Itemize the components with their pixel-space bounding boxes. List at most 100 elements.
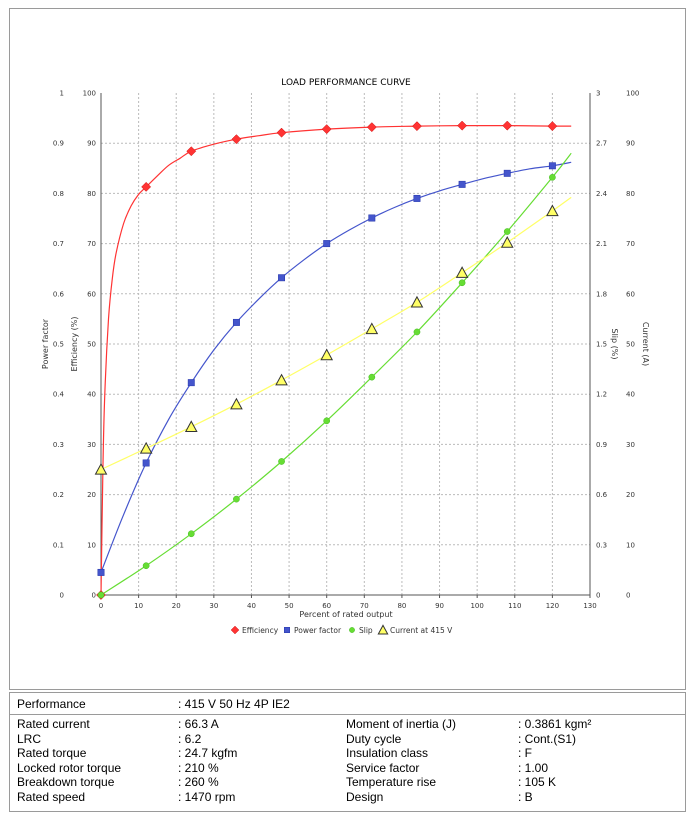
efficiency-point bbox=[186, 146, 197, 157]
slip-tick-label: 3 bbox=[596, 90, 600, 98]
efficiency-axis-label: Efficiency (%) bbox=[70, 317, 79, 372]
slip-point bbox=[278, 458, 285, 465]
efficiency-point bbox=[366, 122, 377, 133]
power-factor-tick-label: 0.1 bbox=[53, 541, 64, 549]
slip-point bbox=[368, 373, 376, 381]
slip-tick-label: 0.3 bbox=[596, 541, 607, 549]
current-at-415-v-point bbox=[455, 266, 469, 278]
current-tick-label: 60 bbox=[626, 290, 635, 298]
power-factor-tick-label: 0.6 bbox=[53, 290, 65, 298]
power-factor-axis-label: Power factor bbox=[41, 318, 50, 369]
spec-label: Locked rotor torque bbox=[17, 761, 122, 775]
slip-point bbox=[413, 328, 421, 336]
slip-tick-label: 0.9 bbox=[596, 441, 607, 449]
spec-value: : F bbox=[518, 746, 532, 760]
spec-label: Design bbox=[346, 790, 384, 804]
current-at-415-v-point bbox=[184, 420, 198, 433]
load-performance-chart: LOAD PERFORMANCE CURVE 0 10 20 30 40 50 60 70 80… bbox=[41, 78, 650, 635]
efficiency-tick-label: 90 bbox=[87, 140, 96, 148]
efficiency-legend-marker bbox=[230, 625, 240, 635]
power-factor-tick-label: 0 bbox=[60, 592, 64, 600]
power-factor-point bbox=[142, 459, 150, 467]
current-at-415-v-point bbox=[94, 462, 108, 475]
x-tick-label: 70 bbox=[360, 602, 369, 610]
spec-label: Breakdown torque bbox=[17, 775, 115, 789]
spec-value: : Cont.(S1) bbox=[518, 732, 577, 746]
current-tick-label: 10 bbox=[626, 541, 635, 549]
spec-table: Performance : 415 V 50 Hz 4P IE2 Rated c… bbox=[9, 692, 686, 812]
x-tick-label: 10 bbox=[134, 602, 143, 610]
current-tick-label: 80 bbox=[626, 190, 635, 198]
slip-point bbox=[458, 279, 466, 287]
axes: 0 10 20 30 40 50 60 70 80 90 100 110 120 13000.10.20.… bbox=[53, 90, 640, 611]
slip-point bbox=[503, 228, 511, 235]
efficiency-point bbox=[231, 134, 242, 145]
efficiency-tick-label: 50 bbox=[87, 341, 96, 349]
efficiency-tick-label: 0 bbox=[92, 592, 96, 600]
performance-value: : 415 V 50 Hz 4P IE2 bbox=[178, 697, 290, 711]
spec-label: Duty cycle bbox=[346, 732, 402, 746]
x-tick-label: 110 bbox=[508, 602, 521, 610]
x-tick-label: 90 bbox=[435, 602, 444, 610]
spec-label: Moment of inertia (J) bbox=[346, 717, 457, 731]
efficiency-point bbox=[412, 121, 422, 132]
power-factor-point bbox=[232, 318, 240, 326]
slip-tick-label: 0.6 bbox=[596, 491, 608, 499]
slip-legend-marker bbox=[349, 627, 355, 633]
efficiency-point bbox=[141, 181, 152, 192]
power-factor-point bbox=[413, 194, 421, 202]
power-factor-point bbox=[187, 379, 195, 387]
performance-row: Performance : 415 V 50 Hz 4P IE2 bbox=[10, 697, 685, 713]
slip-point bbox=[187, 530, 195, 538]
spec-value: : 105 K bbox=[518, 775, 557, 789]
spec-divider bbox=[10, 714, 685, 715]
power-factor-tick-label: 1 bbox=[60, 90, 64, 98]
performance-label: Performance bbox=[17, 697, 86, 711]
efficiency-point bbox=[502, 120, 513, 131]
slip-legend-label: Slip bbox=[359, 626, 373, 635]
current-tick-label: 90 bbox=[626, 140, 635, 148]
efficiency-tick-label: 70 bbox=[87, 240, 96, 248]
spec-label: Rated speed bbox=[17, 790, 86, 804]
efficiency-legend-label: Efficiency bbox=[242, 626, 279, 635]
current-at-415-v-point bbox=[546, 204, 559, 217]
efficiency-tick-label: 100 bbox=[83, 90, 96, 98]
x-tick-label: 0 bbox=[99, 602, 103, 610]
current-at-415-v-legend-marker bbox=[377, 624, 389, 635]
power-factor-tick-label: 0.9 bbox=[53, 140, 64, 148]
slip-axis-label: Slip (%) bbox=[610, 329, 619, 360]
efficiency-tick-label: 60 bbox=[87, 290, 96, 298]
current-tick-label: 30 bbox=[626, 441, 635, 449]
efficiency-tick-label: 10 bbox=[87, 541, 96, 549]
current-at-415-v-legend-label: Current at 415 V bbox=[390, 626, 453, 635]
spec-label: Service factor bbox=[346, 761, 420, 775]
current-tick-label: 20 bbox=[626, 491, 635, 499]
slip-tick-label: 1.5 bbox=[596, 341, 607, 349]
legend: Efficiency Power factor Slip Current at 415… bbox=[230, 624, 453, 635]
spec-value: : 260 % bbox=[178, 775, 219, 789]
slip-tick-label: 0 bbox=[596, 592, 600, 600]
slip-point bbox=[233, 495, 240, 503]
slip-point bbox=[323, 417, 331, 425]
efficiency-tick-label: 30 bbox=[87, 441, 96, 449]
current-tick-label: 0 bbox=[626, 592, 630, 600]
power-factor-point bbox=[458, 180, 466, 188]
power-factor-point bbox=[548, 162, 556, 170]
slip-tick-label: 1.2 bbox=[596, 391, 607, 399]
current-tick-label: 70 bbox=[626, 240, 635, 248]
x-tick-label: 30 bbox=[209, 602, 218, 610]
spec-label: Temperature rise bbox=[346, 775, 437, 789]
x-axis-label: Percent of rated output bbox=[299, 610, 392, 619]
spec-label: LRC bbox=[17, 732, 42, 746]
x-tick-label: 40 bbox=[247, 602, 256, 610]
power-factor-tick-label: 0.5 bbox=[53, 341, 64, 349]
efficiency-tick-label: 80 bbox=[87, 190, 96, 198]
power-factor-tick-label: 0.2 bbox=[53, 491, 64, 499]
power-factor-legend-label: Power factor bbox=[294, 626, 342, 635]
slip-tick-label: 2.4 bbox=[596, 190, 608, 198]
efficiency-tick-label: 20 bbox=[87, 491, 96, 499]
power-factor-tick-label: 0.8 bbox=[53, 190, 64, 198]
power-factor-legend-marker bbox=[284, 627, 290, 633]
power-factor-point bbox=[323, 240, 331, 248]
current-tick-label: 50 bbox=[626, 341, 635, 349]
